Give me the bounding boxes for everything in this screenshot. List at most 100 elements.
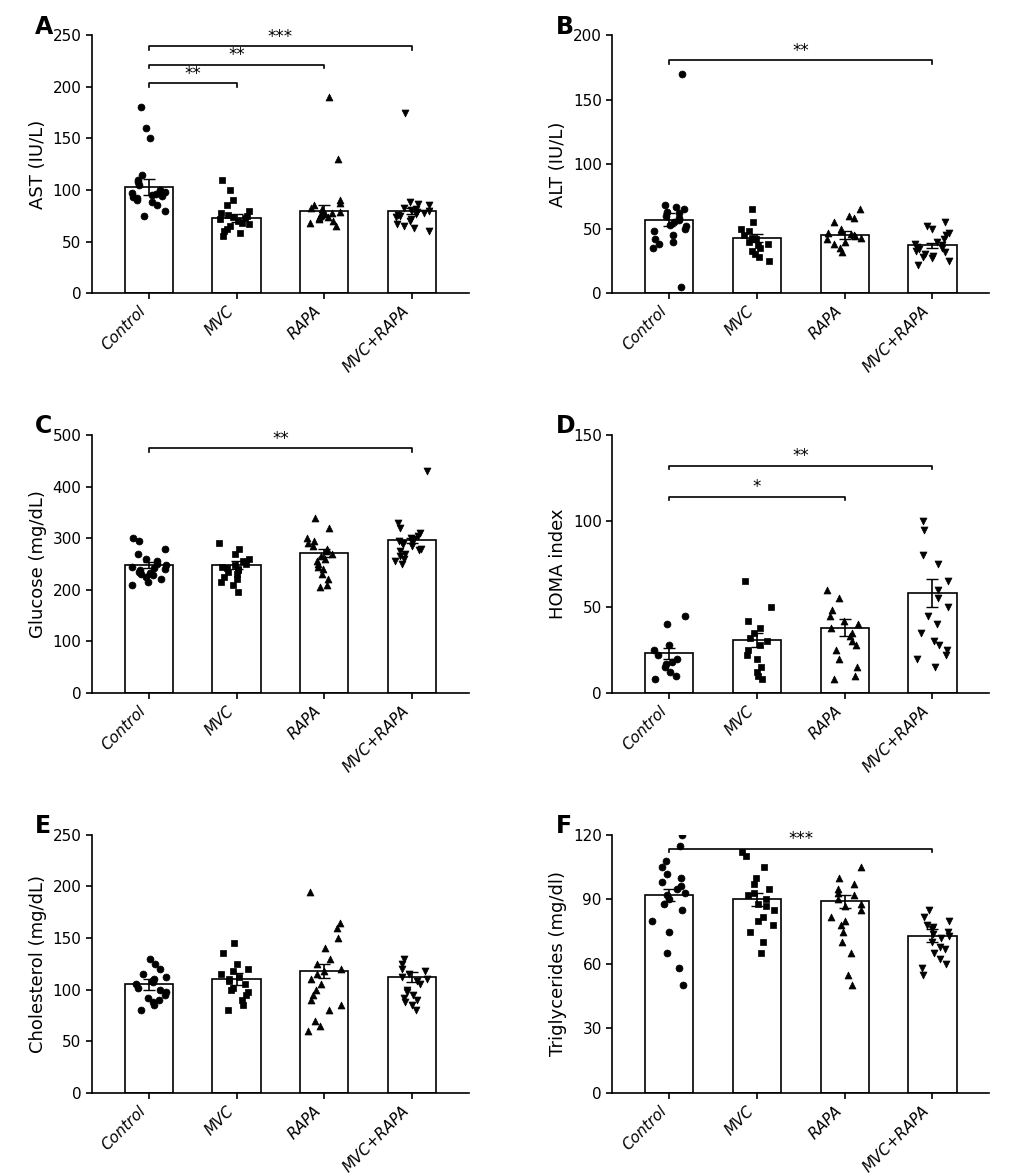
Point [140,988,156,1007]
Point [673,868,689,887]
Point [908,237,924,256]
Point [818,580,835,599]
Point [752,658,768,677]
Bar [124,565,173,693]
Bar [212,217,261,294]
Point [324,212,340,230]
Point [842,626,858,645]
Point [757,889,773,908]
Point [845,209,861,228]
Bar [124,187,173,294]
Bar [387,210,436,294]
Point [852,901,868,920]
Point [132,1001,149,1020]
Point [234,995,251,1014]
Point [833,220,849,239]
Point [222,216,238,235]
Point [829,884,846,902]
Point [923,249,940,268]
Point [319,539,335,558]
Point [147,954,163,973]
Point [396,550,413,569]
Point [403,529,419,548]
Point [663,652,680,671]
Point [660,889,677,908]
Point [327,216,343,235]
Point [223,980,239,999]
Point [409,991,425,1009]
Point [404,995,420,1014]
Point [229,560,246,579]
Point [760,251,776,270]
Point [923,920,940,939]
Point [931,951,948,969]
Point [669,210,686,229]
Point [933,236,950,255]
Point [395,199,412,217]
Point [331,913,347,932]
Point [308,980,324,999]
Point [914,965,930,983]
Point [840,965,856,983]
Point [129,170,146,189]
Point [745,875,761,894]
Text: **: ** [184,65,201,82]
Point [240,201,257,220]
Point [759,235,775,254]
Point [130,531,147,550]
Point [740,222,756,241]
Point [309,552,325,571]
Point [672,277,688,296]
Point [924,944,941,962]
Point [321,949,337,968]
Point [840,207,856,226]
Point [215,944,231,962]
Point [150,991,166,1009]
Point [144,193,160,212]
Point [657,654,674,673]
Point [396,103,413,122]
Point [736,572,752,591]
Point [833,242,849,261]
Point [124,576,141,595]
Point [653,873,669,892]
Y-axis label: Glucose (mg/dL): Glucose (mg/dL) [29,490,47,638]
Bar [732,899,781,1093]
Point [394,533,411,552]
Point [669,203,686,222]
Point [826,640,843,659]
Point [743,241,759,260]
Point [912,624,928,643]
Point [314,559,330,578]
Point [314,201,330,220]
Point [158,556,174,575]
Point [673,901,689,920]
Point [313,206,329,224]
Point [212,209,228,228]
Point [312,578,328,597]
Point [846,875,862,894]
Point [316,204,332,223]
Text: *: * [752,478,760,496]
Point [750,248,766,267]
Point [157,539,173,558]
Point [661,215,678,234]
Point [915,521,931,539]
Point [306,196,322,215]
Point [417,961,433,980]
Point [653,858,669,877]
Point [222,181,238,200]
Point [925,658,942,677]
Point [647,670,663,689]
Point [833,933,849,952]
Point [144,972,160,991]
Bar [124,985,173,1093]
Point [940,926,956,945]
Point [825,670,842,689]
Text: A: A [36,14,53,39]
Point [138,550,154,569]
Bar [212,979,261,1093]
Point [931,938,948,956]
Point [758,632,774,651]
Point [391,207,408,226]
